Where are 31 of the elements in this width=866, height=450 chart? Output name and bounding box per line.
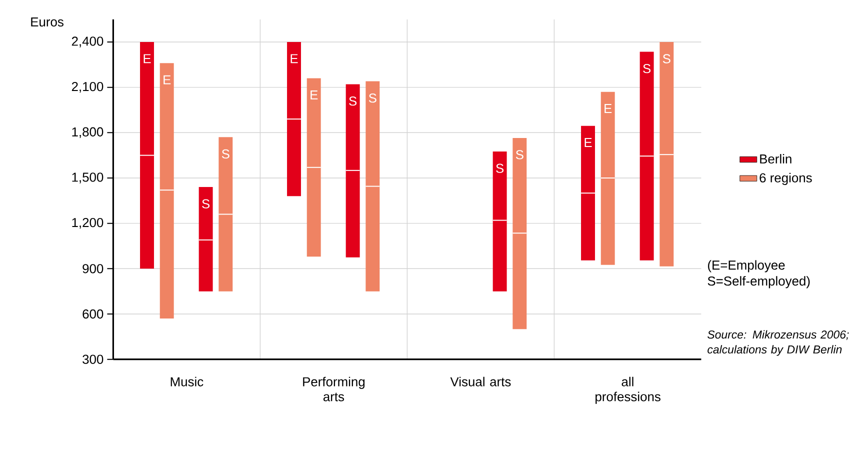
- x-tick-label: all professions: [596, 376, 660, 404]
- y-tick-label: 600: [82, 309, 104, 319]
- y-tick-label: 900: [82, 264, 104, 274]
- text: S: [222, 149, 230, 159]
- x-tick-label: Music: [170, 376, 204, 386]
- text: E: [164, 75, 171, 84]
- x-tick-label: Visual arts: [450, 376, 511, 386]
- text: S: [516, 150, 524, 160]
- text: E: [144, 54, 151, 64]
- text: E: [310, 90, 318, 100]
- source-note: Source: Mikrozensus 2006; calculations by DIW Berlin: [708, 330, 849, 356]
- text: S: [643, 64, 651, 74]
- text: E: [290, 54, 298, 64]
- x-tick-label: Performing arts: [303, 376, 365, 402]
- y-tick-label: 2,400: [72, 36, 104, 48]
- text: S: [202, 199, 210, 208]
- y-tick-label: 1,500: [72, 172, 104, 184]
- y-tick-label: 300: [82, 354, 104, 364]
- y-tick-label: 1,800: [72, 127, 104, 138]
- legend-label: 6 regions: [760, 172, 812, 185]
- text: S: [496, 164, 504, 173]
- text: S: [662, 54, 670, 64]
- y-tick-label: 1,200: [72, 218, 104, 229]
- legend-label: Berlin: [760, 154, 792, 164]
- text: E: [604, 104, 612, 113]
- text: E: [584, 138, 592, 147]
- text: S: [349, 96, 357, 106]
- text: (E=Employee S=Self-employed): [708, 260, 810, 288]
- text: S: [368, 93, 376, 103]
- y-tick-label: 2,100: [72, 82, 104, 93]
- y-axis-title: Euros: [31, 17, 64, 27]
